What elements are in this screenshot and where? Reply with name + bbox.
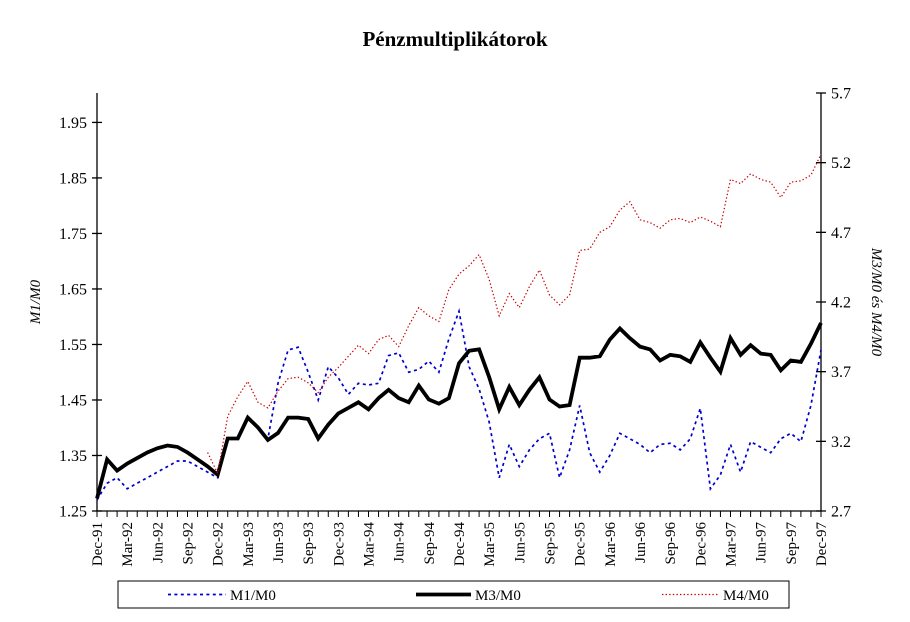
x-axis-tick-label: Mar-93 [241,522,257,567]
x-axis-tick-label: Jun-93 [271,522,287,563]
x-axis-tick-label: Sep-94 [422,522,438,565]
legend-item-m4-m0: M4/M0 [662,588,769,604]
x-axis-tick-label: Dec-93 [331,522,347,566]
x-axis-tick-label: Dec-96 [693,522,709,567]
legend-item-m1-m0: M1/M0 [168,588,276,604]
y-axis-left-tick-label: 1.85 [59,170,87,187]
x-axis-tick-label: Sep-97 [784,522,800,565]
y-axis-left-tick-label: 1.45 [59,392,87,409]
series-line-m1-m0 [96,307,822,501]
legend-label: M4/M0 [723,588,769,604]
series-line-m4-m0 [207,154,822,476]
y-axis-left-tick-label: 1.95 [59,115,87,132]
x-axis-tick-label: Dec-91 [90,522,106,566]
y-axis-right-tick-label: 2.7 [831,504,851,521]
x-axis-tick-label: Dec-94 [452,522,468,567]
x-axis-tick-label: Sep-96 [663,522,679,565]
x-axis-tick-label: Jun-94 [392,522,408,563]
y-axis-left-tick-label: 1.75 [59,226,87,243]
y-axis-right-tick-label: 3.7 [831,364,851,381]
y-axis-left-tick-label: 1.35 [59,448,87,465]
x-axis-tick-label: Mar-96 [603,522,619,567]
x-axis-tick-label: Dec-92 [211,522,227,566]
y-axis-left-tick-label: 1.55 [59,337,87,354]
y-axis-right-tick-label: 5.7 [831,86,851,103]
plot-area: 1.25 1.35 1.45 1.55 1.65 1.75 1.85 1.95 2.7 3.2 3.… [59,86,851,567]
x-axis-tick-label: Sep-95 [543,522,559,565]
legend-label: M3/M0 [475,588,521,604]
legend: M1/M0 M3/M0 M4/M0 [117,580,790,609]
x-axis-tick-label: Sep-92 [181,522,197,565]
y-axis-right-title: M3/M0 és M4/M0 [868,247,884,357]
x-axis-tick-label: Dec-95 [573,522,589,566]
y-axis-right-tick-label: 4.7 [831,225,851,242]
y-axis-right-tick-label: 5.2 [831,155,851,172]
x-axis-tick-label: Jun-92 [150,522,166,563]
legend-label: M1/M0 [230,588,276,604]
x-axis-tick-label: Jun-96 [633,522,649,563]
y-axis-right-tick-label: 3.2 [831,434,851,451]
legend-item-m3-m0: M3/M0 [416,588,521,604]
x-axis-tick-label: Jun-97 [754,522,770,563]
x-axis-tick-label: Dec-97 [814,522,830,567]
chart-title: Pénzmultiplikátorok [362,27,547,51]
y-axis-left-title: M1/M0 [28,279,44,325]
series-line-m3-m0 [95,322,823,499]
x-axis-tick-label: Sep-93 [301,522,317,565]
x-axis-tick-label: Mar-94 [362,522,378,567]
x-axis-tick-label: Mar-92 [120,522,136,567]
y-axis-right-tick-label: 4.2 [831,295,851,312]
x-axis-tick-label: Jun-95 [512,522,528,563]
x-axis-tick-label: Mar-95 [482,522,498,567]
x-axis-tick-label: Mar-97 [724,522,740,567]
y-axis-left-tick-label: 1.25 [59,504,87,521]
y-axis-left-tick-label: 1.65 [59,281,87,298]
